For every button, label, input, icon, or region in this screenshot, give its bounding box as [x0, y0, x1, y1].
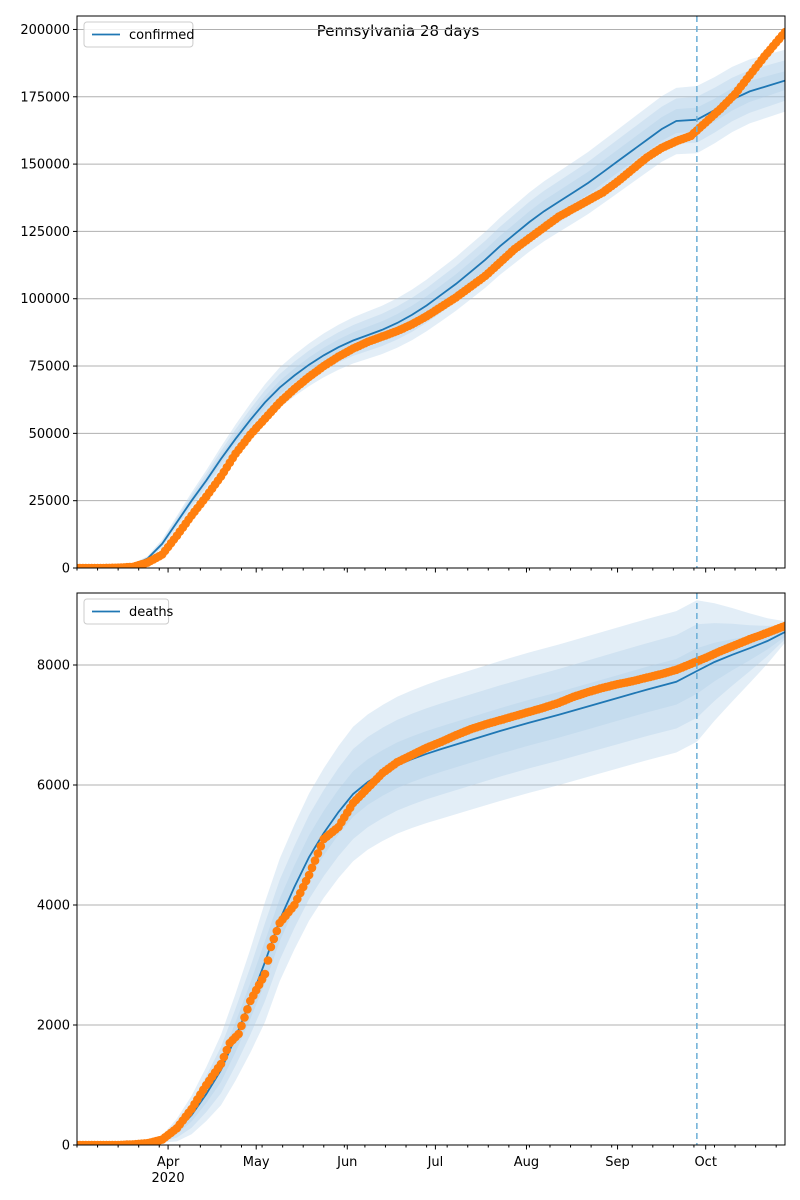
x-year-label: 2020: [152, 1171, 185, 1186]
x-tick-label: May: [243, 1155, 270, 1170]
data-point: [263, 956, 273, 965]
y-tick-label: 2000: [37, 1019, 70, 1034]
uncertainty-band-middle: [77, 623, 785, 1145]
y-tick-label: 0: [62, 1139, 70, 1154]
plot-area: [77, 600, 785, 1145]
data-point: [219, 1052, 229, 1062]
y-tick-label: 100000: [20, 292, 70, 307]
x-tick-label: Jul: [427, 1155, 444, 1170]
data-point: [780, 621, 785, 631]
y-tick-label: 150000: [20, 158, 70, 173]
x-tick-label: Oct: [694, 1155, 716, 1170]
y-tick-label: 125000: [20, 225, 70, 240]
legend: confirmed: [83, 21, 195, 48]
data-point: [780, 27, 785, 37]
y-tick-label: 175000: [20, 90, 70, 105]
y-tick-label: 4000: [37, 899, 70, 914]
plot-area: [77, 27, 785, 568]
y-tick-label: 75000: [29, 360, 70, 375]
axes-frame: [76, 592, 786, 1146]
uncertainty-band-inner: [77, 627, 785, 1145]
data-point: [216, 1059, 226, 1069]
y-tick-label: 50000: [29, 427, 70, 442]
x-tick-label: Sep: [605, 1155, 630, 1170]
data-point: [260, 969, 270, 979]
legend-label: deaths: [129, 605, 174, 620]
y-tick-label: 6000: [37, 779, 70, 794]
data-point: [240, 1013, 249, 1022]
data-point: [234, 1029, 243, 1039]
uncertainty-band-outer: [77, 600, 785, 1145]
chart-title: Pennsylvania 28 days: [317, 22, 480, 40]
y-tick-label: 200000: [20, 23, 70, 38]
legend-label: confirmed: [129, 28, 195, 43]
data-point: [307, 863, 317, 873]
uncertainty-band-inner: [77, 71, 785, 568]
y-tick-label: 8000: [37, 659, 70, 674]
x-tick-label: Aug: [514, 1155, 539, 1170]
data-point: [269, 934, 279, 944]
data-point: [243, 1005, 252, 1014]
data-point: [316, 841, 326, 851]
legend-box: [83, 598, 170, 625]
y-tick-label: 0: [62, 562, 70, 577]
x-tick-label: Jun: [336, 1155, 357, 1170]
data-point: [237, 1021, 246, 1031]
confirmed-panel: 0 25000 50000 75000 100000 125000 150000 175000…: [20, 15, 786, 577]
data-point: [266, 942, 276, 952]
deaths-panel: 0 2000 4000 6000 8000 Apr May Jun Jul Aug Sep Oct 20…: [37, 592, 786, 1186]
y-tick-label: 25000: [29, 494, 70, 509]
x-tick-label: Apr: [157, 1155, 180, 1170]
data-point: [272, 926, 282, 936]
model-line: [77, 79, 785, 568]
data-point: [313, 849, 323, 858]
data-point: [304, 870, 314, 880]
axes-frame: [76, 15, 786, 569]
legend-box: [83, 21, 194, 48]
data-point: [222, 1045, 232, 1055]
legend: deaths: [83, 598, 174, 625]
data-point: [310, 856, 320, 865]
